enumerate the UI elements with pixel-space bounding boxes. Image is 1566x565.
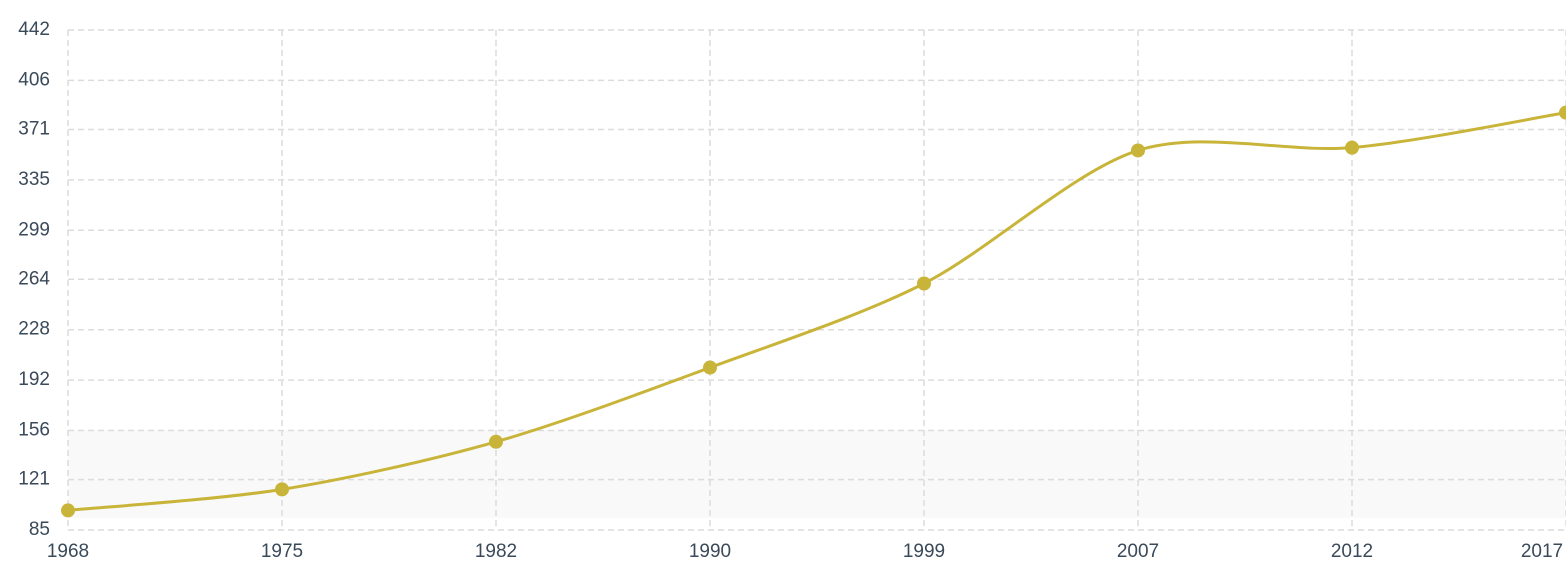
data-point: [1345, 140, 1359, 155]
y-tick-label: 264: [18, 268, 50, 289]
y-tick-label: 371: [18, 118, 50, 139]
x-tick-label: 2017: [1521, 541, 1563, 562]
data-point: [703, 360, 717, 375]
x-tick-label: 2007: [1117, 541, 1159, 562]
x-tick-label: 1975: [261, 541, 303, 562]
series-line: [67, 111, 1566, 512]
x-tick-label: 1982: [475, 541, 517, 562]
y-tick-label: 335: [18, 169, 50, 190]
x-tick-label: 1999: [903, 541, 945, 562]
y-tick-label: 156: [18, 420, 50, 441]
data-point: [489, 434, 503, 449]
y-tick-label: 299: [18, 219, 50, 240]
y-tick-label: 228: [18, 319, 50, 340]
x-tick-label: 1990: [689, 541, 731, 562]
x-tick-label: 1968: [47, 541, 89, 562]
plot-band: [68, 430, 1566, 518]
y-tick-label: 121: [18, 469, 50, 490]
data-point: [1559, 105, 1566, 120]
y-tick-label: 192: [18, 369, 50, 390]
y-tick-label: 85: [29, 519, 50, 540]
data-point: [61, 503, 75, 518]
data-point: [1131, 143, 1145, 158]
data-point: [917, 276, 931, 291]
data-point: [275, 482, 289, 497]
x-tick-label: 2012: [1331, 541, 1373, 562]
y-tick-label: 442: [18, 19, 50, 40]
y-tick-label: 406: [18, 69, 50, 90]
